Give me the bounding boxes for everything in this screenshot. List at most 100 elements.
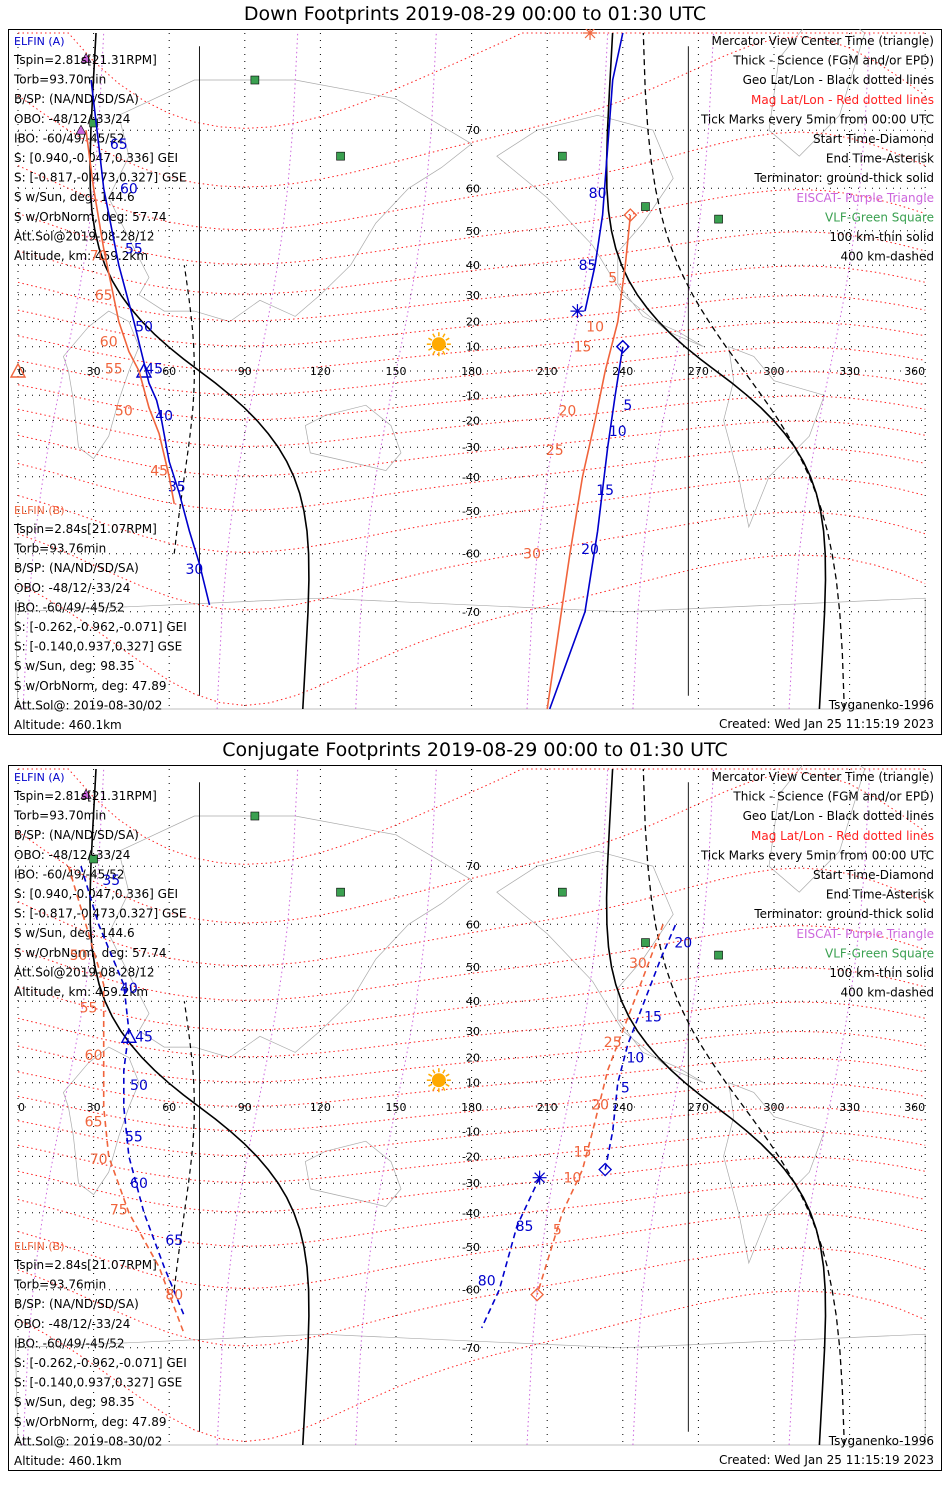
- footprint-line: [584, 32, 624, 312]
- elfin-b-info-line: B/SP: (NA/ND/SD/SA): [14, 1297, 139, 1311]
- panel-title-down: Down Footprints 2019-08-29 00:00 to 01:3…: [243, 3, 707, 25]
- vlf-station-icon: [89, 118, 98, 128]
- legend-l5: Tick Marks every 5min from 00:00 UTC: [700, 112, 934, 126]
- footprint-line: [480, 1177, 541, 1329]
- eiscat-triangle-icon: [80, 788, 92, 799]
- footprint-tick-label: 75: [110, 1203, 128, 1219]
- mag-lat-line: [17, 477, 926, 554]
- footprint-tick-label: 15: [574, 340, 592, 356]
- elfin-b-info-line: Att.Sol@: 2019-08-30/02: [14, 1434, 162, 1448]
- lat-tick-label: -60: [462, 548, 480, 561]
- sun-ray: [428, 1083, 433, 1087]
- elfin-b-label: ELFIN (B): [14, 1240, 65, 1253]
- footprint-tick-label: 10: [586, 320, 604, 336]
- sun-ray: [428, 1073, 433, 1077]
- legend-l7: End Time-Asterisk: [826, 888, 934, 902]
- legend-l8: Terminator: ground-thick solid: [753, 171, 934, 185]
- elfin-b-info-line: Torb=93.76min: [13, 542, 106, 556]
- lat-tick-label: -30: [462, 1177, 480, 1190]
- footprint-tick-label: 80: [165, 1288, 183, 1304]
- footer-model: Tsyganenko-1996: [828, 1434, 934, 1448]
- land-outline: [304, 1140, 402, 1207]
- vlf-station-icon: [89, 854, 98, 864]
- vlf-station-icon: [714, 950, 723, 960]
- footprint-tick-label: 10: [563, 1171, 581, 1187]
- legend-l5: Tick Marks every 5min from 00:00 UTC: [700, 848, 934, 862]
- footprint-tick-label: 60: [100, 335, 118, 351]
- footprint-tick-label: 10: [626, 1051, 644, 1067]
- mag-lat-line: [17, 1082, 926, 1132]
- footprint-line: [548, 346, 624, 710]
- footprint-line: [80, 865, 186, 1317]
- sun-ray: [432, 1069, 436, 1074]
- lon-tick-label: 360: [904, 365, 925, 378]
- footprint-tick-label: 70: [90, 248, 108, 264]
- footprint-tick-label: 65: [165, 1233, 183, 1249]
- panel-frame: [8, 765, 942, 1471]
- footprint-tick-label: 45: [135, 1029, 153, 1045]
- mag-lat-line: [17, 771, 926, 924]
- lat-tick-label: -30: [462, 441, 480, 454]
- lat-tick-label: 20: [466, 316, 480, 329]
- lat-tick-label: 50: [466, 225, 480, 238]
- footer-model: Tsyganenko-1996: [828, 698, 934, 712]
- elfin-a-info-line: Altitude, km: 459.2km: [14, 985, 148, 999]
- lat-tick-label: -50: [462, 1241, 480, 1254]
- footprint-tick-label: 85: [579, 258, 597, 274]
- panel-frame: [8, 29, 942, 735]
- mag-lat-line: [17, 1057, 926, 1107]
- land-outline: [15, 1333, 926, 1446]
- footprint-tick-label: 55: [80, 1000, 98, 1016]
- footprint-tick-label: 50: [115, 403, 133, 419]
- lon-tick-label: 330: [839, 1101, 860, 1114]
- lon-tick-label: 240: [612, 1101, 633, 1114]
- lon-tick-label: 30: [87, 365, 101, 378]
- footprint-tick-label: 80: [478, 1273, 496, 1289]
- map-panel-down: 0 30 60 90 120 150 180 210 240 270 300 330 360706050…: [8, 29, 942, 735]
- elfin-b-info-line: S w/OrbNorm, deg: 47.89: [14, 679, 166, 693]
- lat-tick-label: -50: [462, 505, 480, 518]
- footprint-line: [536, 924, 664, 1295]
- legend-l6: Start Time-Diamond: [813, 132, 934, 146]
- lat-tick-label: 60: [466, 182, 480, 195]
- legend-l10: VLF-Green Square: [825, 210, 934, 224]
- land-outline: [15, 597, 926, 710]
- legend-l4: Mag Lat/Lon - Red dotted lines: [751, 93, 934, 107]
- lon-tick-label: 330: [839, 365, 860, 378]
- vlf-station-icon: [558, 151, 567, 161]
- center-triangle-icon: [9, 362, 27, 378]
- mag-lat-line: [17, 447, 926, 511]
- lat-tick-label: 10: [466, 341, 480, 354]
- elfin-b-info-line: OBO: -48/12/-33/24: [14, 581, 130, 595]
- footprint-line: [604, 923, 677, 1170]
- elfin-a-info-line: IBO: -60/49/-45/52: [14, 867, 125, 881]
- sun-ray: [442, 350, 446, 355]
- lat-tick-label: -70: [462, 606, 480, 619]
- footprint-line: [85, 130, 175, 504]
- legend-l4: Mag Lat/Lon - Red dotted lines: [751, 829, 934, 843]
- footprint-tick-label: 5: [608, 270, 617, 286]
- lat-tick-label: 20: [466, 1052, 480, 1065]
- lon-tick-label: 180: [461, 1101, 482, 1114]
- land-outline: [63, 310, 140, 460]
- lat-tick-label: 40: [466, 995, 480, 1008]
- mag-lat-line: [17, 294, 926, 347]
- land-outline: [304, 404, 402, 471]
- legend-l11: 100 km-thin solid: [829, 230, 934, 244]
- elfin-a-label: ELFIN (A): [14, 771, 64, 784]
- footprint-tick-label: 60: [120, 181, 138, 197]
- elfin-b-info-line: S: [-0.262,-0.962,-0.071] GEI: [14, 1356, 187, 1370]
- footprint-tick-label: 40: [120, 981, 138, 997]
- footprint-tick-label: 85: [516, 1219, 534, 1235]
- terminator-ground: [605, 32, 827, 710]
- lat-tick-label: 30: [466, 289, 480, 302]
- land-outline: [108, 79, 473, 322]
- elfin-b-info-line: Att.Sol@: 2019-08-30/02: [14, 698, 162, 712]
- land-outline: [496, 850, 704, 1084]
- lon-tick-label: 90: [238, 1101, 252, 1114]
- vlf-station-icon: [714, 214, 723, 224]
- elfin-a-info-line: IBO: -60/49/-45/52: [14, 131, 125, 145]
- sun-icon: [431, 1073, 446, 1088]
- lat-tick-label: 50: [466, 961, 480, 974]
- legend-l2: Thick - Science (FGM and/or EPD): [732, 790, 934, 804]
